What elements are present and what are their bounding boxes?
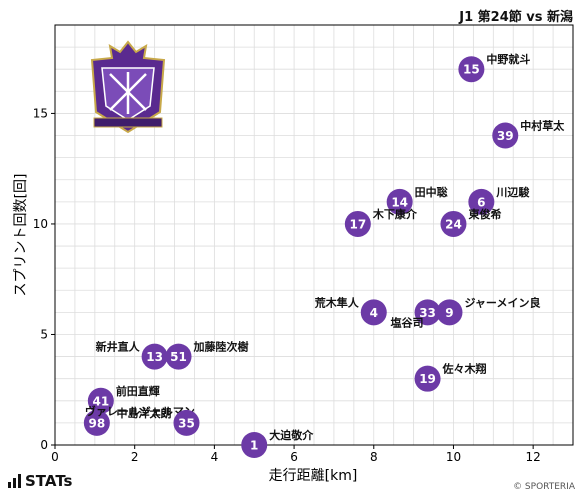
player-number-label: 1 — [250, 439, 258, 453]
player-point — [386, 188, 413, 215]
player-number-label: 6 — [477, 195, 485, 209]
player-point — [173, 409, 200, 436]
x-tick-label: 0 — [51, 450, 59, 464]
stats-bars-icon — [8, 474, 21, 488]
player-number-label: 98 — [88, 416, 105, 430]
player-number-label: 13 — [146, 350, 163, 364]
player-name-label: ヴァレールジェルマン — [85, 404, 195, 418]
y-axis-label: スプリント回数[回] — [13, 174, 29, 297]
stats-logo: STATs — [8, 472, 72, 490]
player-name-label: 田中聡 — [415, 185, 448, 199]
y-tick-label: 5 — [40, 327, 48, 341]
player-point — [344, 210, 371, 237]
player-name-label: 大迫敬介 — [269, 428, 314, 442]
x-tick-label: 6 — [290, 450, 298, 464]
player-number-label: 9 — [445, 306, 453, 320]
player-point — [440, 210, 467, 237]
player-point — [492, 122, 519, 149]
player-point — [414, 299, 441, 326]
player-point — [241, 432, 268, 458]
player-name-label: 中野就斗 — [486, 52, 530, 66]
player-number-label: 39 — [497, 129, 514, 143]
player-number-label: 41 — [92, 394, 109, 408]
y-tick-label: 0 — [40, 438, 48, 452]
player-number-label: 51 — [170, 350, 187, 364]
player-name-label: 荒木隼人 — [314, 295, 360, 309]
stats-brand-text: STATs — [25, 472, 73, 490]
crest-ribbon — [93, 117, 163, 128]
player-number-label: 19 — [419, 372, 436, 386]
player-number-label: 14 — [391, 195, 408, 209]
player-name-label: 川辺駿 — [495, 185, 530, 199]
x-tick-label: 8 — [370, 450, 378, 464]
crest-shape — [90, 40, 166, 134]
player-point — [468, 188, 495, 215]
y-tick-label: 15 — [33, 106, 48, 120]
sanfrecce-crest-icon — [90, 40, 166, 134]
player-name-label: 中島洋太朗 — [116, 406, 171, 420]
player-number-label: 17 — [349, 217, 366, 231]
player-name-label: 木下康介 — [372, 207, 418, 221]
player-name-label: 中村草太 — [520, 119, 565, 133]
player-name-label: 新井直人 — [96, 340, 141, 354]
x-tick-label: 2 — [131, 450, 139, 464]
chart-header-title: J1 第24節 vs 新潟 — [459, 10, 573, 25]
player-name-label: 加藤陸次樹 — [193, 340, 249, 354]
player-point — [458, 56, 485, 83]
y-tick-label: 10 — [33, 217, 48, 231]
player-point — [360, 299, 387, 326]
player-number-label: 33 — [419, 306, 436, 320]
x-tick-label: 4 — [211, 450, 219, 464]
player-point — [165, 343, 192, 370]
copyright-text: © SPORTERIA — [513, 482, 575, 492]
player-point — [83, 409, 110, 436]
player-point — [141, 343, 168, 370]
player-number-label: 24 — [445, 217, 462, 231]
x-tick-label: 12 — [526, 450, 541, 464]
grid-layer — [54, 24, 574, 446]
player-point — [87, 387, 114, 414]
player-name-label: ジャーメイン良 — [464, 295, 540, 309]
player-point — [414, 365, 441, 392]
player-name-label: 塩谷司 — [391, 315, 424, 329]
player-number-label: 15 — [463, 63, 480, 77]
player-point — [436, 299, 463, 326]
player-name-label: 前田直輝 — [116, 384, 160, 398]
player-number-label: 4 — [370, 306, 378, 320]
x-axis-label: 走行距離[km] — [269, 467, 358, 484]
x-tick-label: 10 — [446, 450, 461, 464]
player-name-label: 佐々木翔 — [442, 362, 487, 376]
plot-frame — [54, 24, 574, 446]
points-layer: 15 中野就斗 39 中村草太 14 田中聡 6 川辺駿 17 木下康介 24 東俊希 4 荒木隼人 33塩… — [83, 52, 565, 458]
player-number-label: 35 — [178, 416, 195, 430]
player-name-label: 東俊希 — [468, 207, 501, 221]
